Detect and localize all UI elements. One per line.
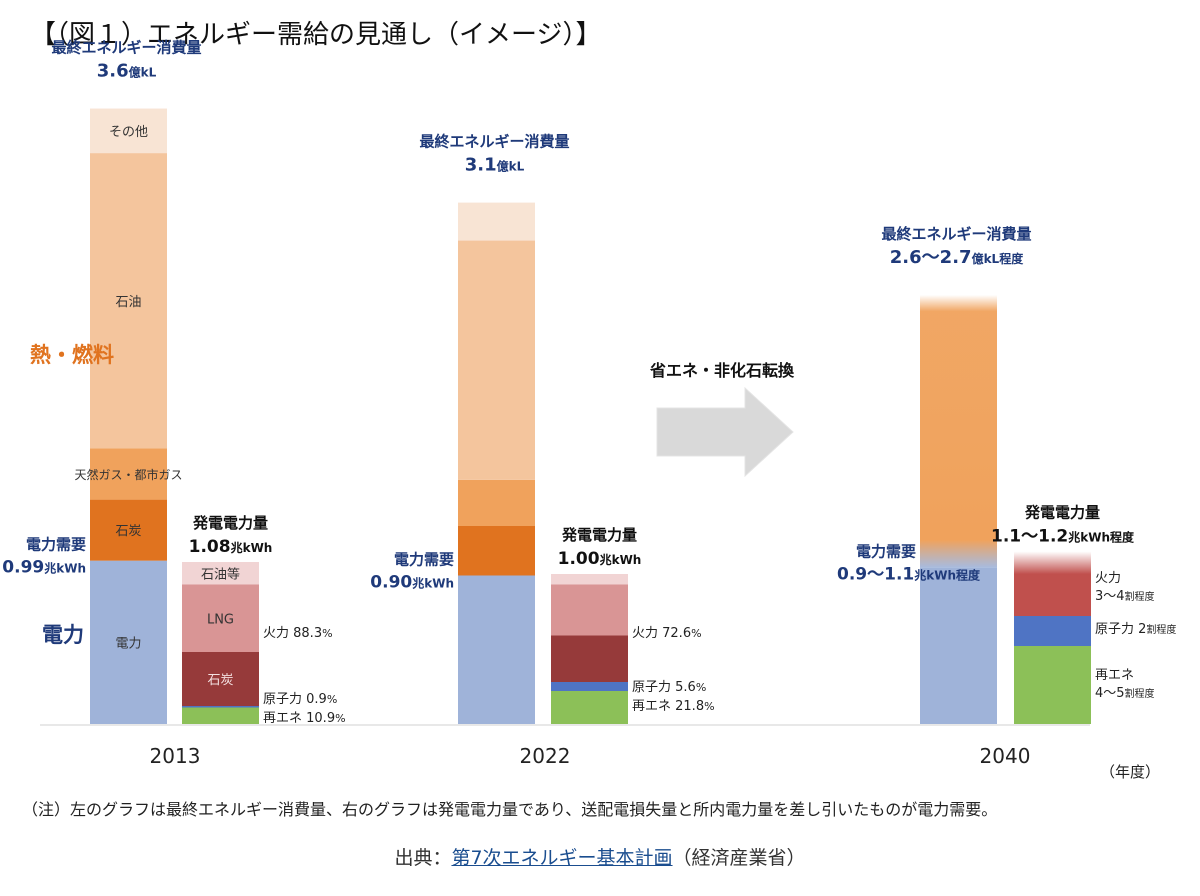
share-label-火力: 火力 [1095,571,1121,586]
demand-value: 0.99兆kWh [2,558,86,578]
consumption-total: 3.1億kL [465,155,525,176]
consumption-segment [90,499,167,561]
demand-label: 電力需要 [856,542,916,560]
segment-label: 石油 [115,295,141,310]
transition-arrow-icon [656,386,794,478]
consumption-bar-2022: 最終エネルギー消費量 3.1億kL 電力需要 0.90兆kWh [370,133,570,724]
generation-bar-2022: 発電電力量 1.00兆kWh 火力 72.6% 原子力 5.6% 再エネ 21.8% [551,526,715,724]
demand-value: 0.90兆kWh [370,573,454,593]
consumption-segment [90,153,167,449]
share-label-再エネ: 再エネ 21.8% [632,699,715,714]
generation-segment [182,584,259,652]
consumption-segment [920,567,997,724]
consumption-segment [458,526,535,576]
share-value-火力: 3～4割程度 [1095,589,1155,604]
generation-segment [551,682,628,691]
generation-segment [1014,616,1091,646]
year-tick-label: 2013 [150,744,201,768]
segment-label: その他 [109,125,148,140]
generation-title: 発電電力量 [192,514,268,532]
generation-total: 1.00兆kWh [558,549,642,569]
generation-title: 発電電力量 [1024,504,1100,522]
consumption-segment [90,108,167,154]
consumption-segment [90,448,167,500]
energy-outlook-chart: 電力石炭天然ガス・都市ガス石油その他最終エネルギー消費量3.6億kL電力需要0.… [2,39,1176,781]
generation-segment [1014,646,1091,724]
generation-segment [182,562,259,585]
generation-total: 1.1～1.2兆kWh程度 [991,527,1135,547]
electricity-label: 電力 [42,623,84,647]
demand-value: 0.9～1.1兆kWh程度 [837,564,981,584]
year-tick-label: 2022 [520,744,571,768]
generation-segment [551,691,628,724]
share-label-火力: 火力 72.6% [632,626,702,641]
segment-label: 電力 [115,636,141,651]
year-unit-label: （年度） [1100,763,1160,781]
consumption-title: 最終エネルギー消費量 [419,133,569,151]
share-label-火力: 火力 88.3% [263,626,333,641]
demand-label: 電力需要 [26,536,86,554]
generation-segment [182,707,259,724]
generation-segment [1014,551,1091,616]
consumption-segment [458,240,535,480]
consumption-segment [458,479,535,526]
consumption-segment [920,295,997,568]
source-line: 出典：第7次エネルギー基本計画（経済産業省） [0,843,1200,870]
generation-segment [551,584,628,636]
demand-label: 電力需要 [394,551,454,569]
source-link[interactable]: 第7次エネルギー基本計画 [451,847,673,869]
source-suffix: （経済産業省） [672,847,806,869]
generation-segment [551,574,628,585]
heat-fuel-label: 熱・燃料 [30,343,114,367]
generation-total: 1.08兆kWh [189,537,273,557]
chart-note: （注）左のグラフは最終エネルギー消費量、右のグラフは発電電力量であり、送配電損失… [22,800,998,819]
segment-label: 天然ガス・都市ガス [74,467,182,482]
consumption-segment [458,575,535,724]
year-tick-label: 2040 [980,744,1031,768]
transition-arrow-label: 省エネ・非化石転換 [649,361,795,380]
share-label-再エネ: 再エネ [1095,668,1134,683]
generation-title: 発電電力量 [561,526,637,544]
segment-label: LNG [207,612,234,627]
consumption-title: 最終エネルギー消費量 [881,225,1031,243]
consumption-title: 最終エネルギー消費量 [51,39,201,57]
consumption-segment [90,560,167,724]
generation-segment [182,652,259,706]
segment-label: 石炭 [207,673,233,688]
generation-segment [551,635,628,682]
segment-label: 石炭 [115,524,141,539]
share-label-原子力: 原子力 0.9% [263,692,337,707]
consumption-total: 2.6～2.7億kL程度 [890,247,1024,268]
figure-title: 【（図１）エネルギー需給の見通し（イメージ）】 [30,20,602,50]
generation-bar-2013: 石炭 LNG 石油等 発電電力量 1.08兆kWh 火力 88.3% 原子力 0.9% 再エネ… [182,514,346,726]
consumption-segment [458,202,535,241]
share-label-原子力: 原子力 5.6% [632,680,706,695]
consumption-total: 3.6億kL [97,61,157,82]
share-value-再エネ: 4～5割程度 [1095,686,1155,701]
source-prefix: 出典： [394,847,452,869]
segment-label: 石油等 [201,566,240,582]
share-label-原子力: 原子力 2割程度 [1095,622,1176,637]
share-label-再エネ: 再エネ 10.9% [263,711,346,726]
generation-segment [182,706,259,708]
